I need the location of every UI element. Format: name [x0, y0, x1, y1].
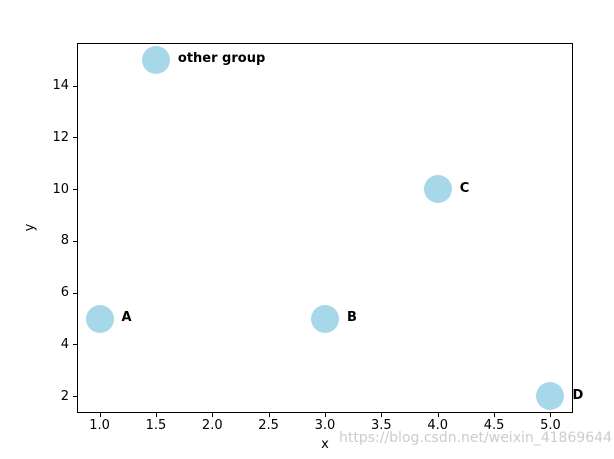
- x-tick-mark: [381, 413, 383, 417]
- x-tick-mark: [494, 413, 496, 417]
- y-tick-label: 4: [60, 336, 69, 352]
- y-tick-mark: [73, 344, 77, 346]
- y-tick-mark: [73, 189, 77, 191]
- watermark-text: https://blog.csdn.net/weixin_41869644: [338, 430, 612, 446]
- x-tick-mark: [268, 413, 270, 417]
- x-tick-mark: [212, 413, 214, 417]
- point-label-other-group: other group: [177, 51, 266, 67]
- y-tick-label: 10: [52, 181, 69, 197]
- scatter-point-d: [536, 382, 565, 411]
- y-tick-mark: [73, 396, 77, 398]
- y-tick-label: 12: [52, 129, 69, 145]
- plot-area: [77, 43, 573, 413]
- x-tick-mark: [99, 413, 101, 417]
- y-axis-label: y: [22, 223, 38, 232]
- scatter-point-a: [85, 304, 114, 333]
- x-tick-label: 3.0: [314, 418, 336, 433]
- scatter-point-b: [311, 304, 339, 333]
- x-tick-mark: [325, 413, 326, 417]
- x-tick-label: 3.5: [371, 418, 392, 433]
- x-tick-label: 5.0: [540, 418, 561, 433]
- x-tick-label: 4.0: [427, 418, 449, 433]
- x-tick-mark: [550, 413, 552, 417]
- y-tick-mark: [73, 137, 77, 139]
- point-label-d: D: [572, 387, 584, 403]
- scatter-point-other-group: [141, 45, 170, 74]
- y-tick-mark: [73, 292, 77, 294]
- x-tick-label: 2.0: [201, 418, 223, 433]
- y-tick-mark: [73, 85, 77, 87]
- point-label-c: C: [459, 180, 470, 196]
- x-tick-mark: [437, 413, 439, 417]
- x-tick-label: 1.0: [89, 418, 110, 433]
- x-tick-label: 1.5: [145, 418, 167, 433]
- x-tick-label: 4.5: [483, 418, 505, 433]
- point-label-a: A: [121, 310, 132, 326]
- y-tick-mark: [73, 240, 77, 242]
- x-axis-label: x: [321, 437, 329, 452]
- x-tick-mark: [155, 413, 157, 417]
- y-tick-label: 14: [52, 78, 69, 94]
- x-tick-label: 2.5: [258, 418, 279, 433]
- y-tick-label: 8: [60, 233, 69, 249]
- point-label-b: B: [347, 310, 357, 326]
- y-tick-label: 2: [60, 388, 69, 404]
- y-tick-label: 6: [60, 285, 69, 301]
- scatter-point-c: [423, 175, 452, 204]
